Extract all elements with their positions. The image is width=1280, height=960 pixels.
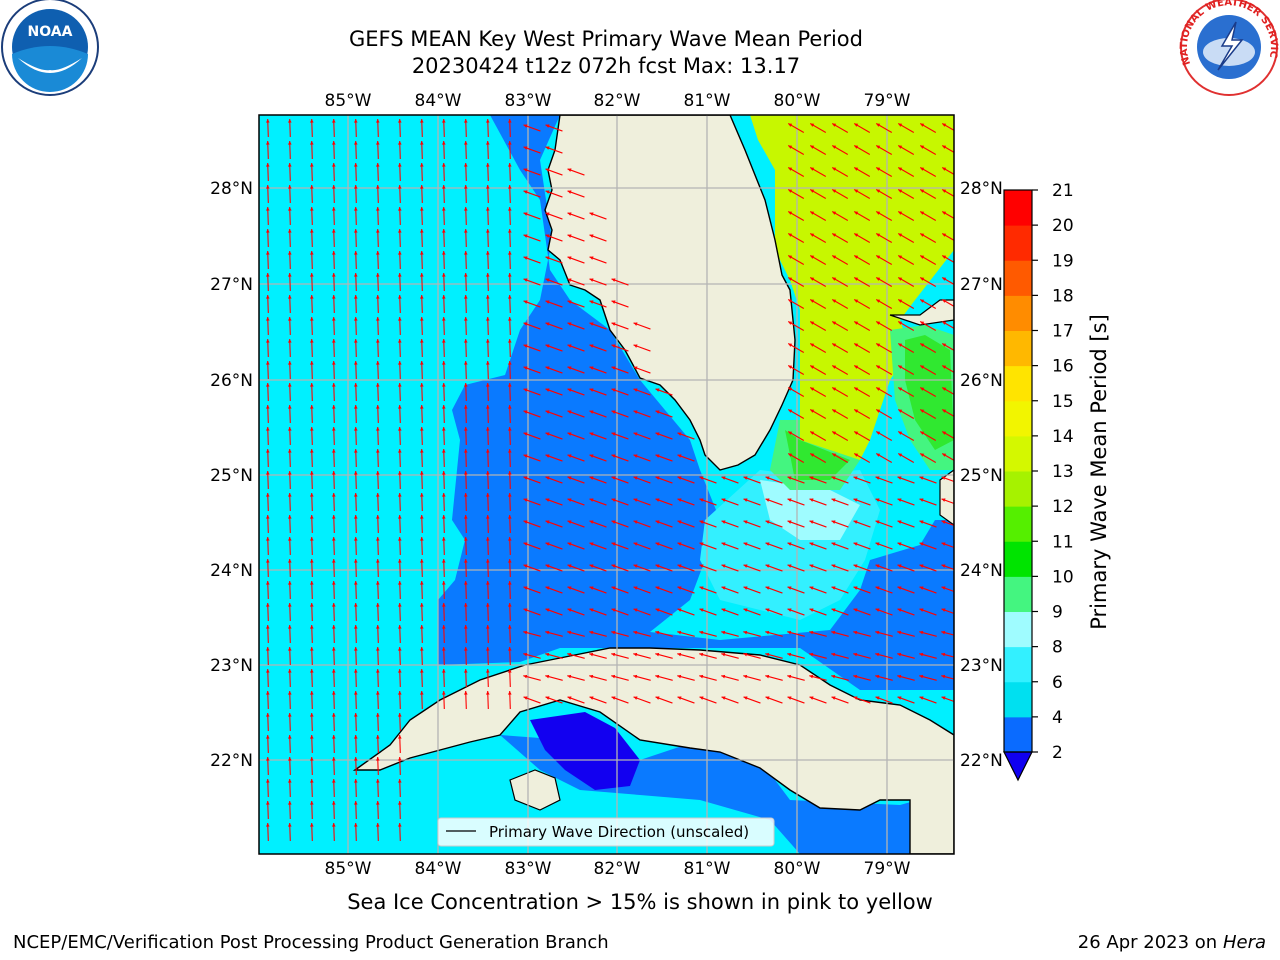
colorbar-segment — [1004, 541, 1032, 577]
land-bahamas-andros — [940, 470, 954, 525]
lon-tick-label: 83°W — [505, 91, 552, 111]
nws-logo: NATIONAL WEATHER SERVICE — [0, 0, 1279, 95]
colorbar-segment — [1004, 366, 1032, 402]
lat-tick-label: 22°N — [960, 751, 1003, 771]
colorbar-segment — [1004, 225, 1032, 261]
colorbar-segment — [1004, 331, 1032, 367]
nws-logo-text: NATIONAL WEATHER SERVICE — [0, 0, 1279, 66]
lon-tick-labels-bottom: 85°W 84°W 83°W 82°W 81°W 80°W 79°W — [325, 859, 911, 879]
noaa-logo: NOAA — [2, 0, 98, 95]
colorbar-segment — [1004, 436, 1032, 472]
colorbar-tick-label: 21 — [1052, 181, 1074, 201]
colorbar-segment — [1004, 682, 1032, 718]
arrow-legend: Primary Wave Direction (unscaled) — [438, 818, 774, 846]
noaa-logo-text: NOAA — [28, 24, 73, 40]
lat-tick-label: 27°N — [210, 275, 253, 295]
credit-date: 26 Apr 2023 on — [1078, 932, 1223, 953]
colorbar-segment — [1004, 401, 1032, 437]
colorbar-tick-label: 19 — [1052, 251, 1074, 271]
lat-tick-label: 23°N — [210, 656, 253, 676]
credit-right: 26 Apr 2023 on Hera — [1078, 932, 1266, 953]
colorbar-tick-label: 14 — [1052, 427, 1074, 447]
lon-tick-label: 82°W — [594, 859, 641, 879]
colorbar-tick-label: 18 — [1052, 286, 1074, 306]
colorbar-segment — [1004, 506, 1032, 542]
lon-tick-label: 85°W — [325, 859, 372, 879]
lat-tick-label: 24°N — [960, 561, 1003, 581]
colorbar-extend-triangle — [1004, 752, 1032, 780]
lat-tick-label: 26°N — [960, 371, 1003, 391]
colorbar-tick-label: 2 — [1052, 743, 1063, 763]
colorbar-segment — [1004, 612, 1032, 648]
colorbar-tick-label: 17 — [1052, 322, 1074, 342]
lon-tick-label: 79°W — [864, 859, 911, 879]
lat-tick-label: 22°N — [210, 751, 253, 771]
colorbar-tick-label: 6 — [1052, 673, 1063, 693]
lat-tick-labels-left: 28°N 27°N 26°N 25°N 24°N 23°N 22°N — [210, 179, 253, 771]
colorbar-tick-label: 12 — [1052, 497, 1074, 517]
map-panel — [259, 115, 959, 854]
lon-tick-label: 79°W — [864, 91, 911, 111]
lat-tick-label: 24°N — [210, 561, 253, 581]
colorbar-tick-label: 20 — [1052, 216, 1074, 236]
lon-tick-label: 84°W — [415, 91, 462, 111]
colorbar-segment — [1004, 190, 1032, 226]
lon-tick-label: 84°W — [415, 859, 462, 879]
lat-tick-label: 28°N — [210, 179, 253, 199]
colorbar-title: Primary Wave Mean Period [s] — [1087, 314, 1111, 630]
colorbar-tick-label: 10 — [1052, 567, 1074, 587]
lat-tick-labels-right: 28°N 27°N 26°N 25°N 24°N 23°N 22°N — [960, 179, 1003, 771]
colorbar-segment — [1004, 717, 1032, 753]
lat-tick-label: 28°N — [960, 179, 1003, 199]
lat-tick-label: 25°N — [210, 466, 253, 486]
colorbar-tick-label: 8 — [1052, 638, 1063, 658]
colorbar-segment — [1004, 260, 1032, 296]
lat-tick-label: 25°N — [960, 466, 1003, 486]
lon-tick-label: 80°W — [774, 859, 821, 879]
svg-text:NATIONAL WEATHER SERVICE: NATIONAL WEATHER SERVICE — [0, 0, 1279, 66]
colorbar-segment — [1004, 647, 1032, 683]
lon-tick-label: 82°W — [594, 91, 641, 111]
lon-tick-label: 83°W — [505, 859, 552, 879]
sea-ice-note: Sea Ice Concentration > 15% is shown in … — [0, 890, 1280, 914]
colorbar-tick-label: 9 — [1052, 603, 1063, 623]
colorbar-tick-label: 4 — [1052, 708, 1063, 728]
colorbar-segment — [1004, 471, 1032, 507]
colorbar-segment — [1004, 295, 1032, 331]
lon-tick-label: 81°W — [684, 859, 731, 879]
lon-tick-label: 85°W — [325, 91, 372, 111]
lon-tick-label: 80°W — [774, 91, 821, 111]
colorbar: 2 4 6 8 9 10 11 12 13 14 15 16 17 18 19 20 21 — [1004, 181, 1074, 780]
lon-tick-labels-top: 85°W 84°W 83°W 82°W 81°W 80°W 79°W — [325, 91, 911, 111]
colorbar-segment — [1004, 576, 1032, 612]
sea-ice-note-text: Sea Ice Concentration > 15% is shown in … — [347, 890, 933, 914]
lat-tick-label: 26°N — [210, 371, 253, 391]
colorbar-tick-label: 11 — [1052, 532, 1074, 552]
lat-tick-label: 27°N — [960, 275, 1003, 295]
credit-host: Hera — [1223, 932, 1266, 953]
colorbar-tick-label: 15 — [1052, 392, 1074, 412]
lat-tick-label: 23°N — [960, 656, 1003, 676]
lon-tick-label: 81°W — [684, 91, 731, 111]
map-figure: NOAA NATIONAL WEATHER SERVICE — [0, 0, 1280, 960]
colorbar-tick-label: 13 — [1052, 462, 1074, 482]
credit-left: NCEP/EMC/Verification Post Processing Pr… — [13, 932, 609, 953]
arrow-legend-label: Primary Wave Direction (unscaled) — [489, 823, 749, 841]
colorbar-tick-label: 16 — [1052, 357, 1074, 377]
